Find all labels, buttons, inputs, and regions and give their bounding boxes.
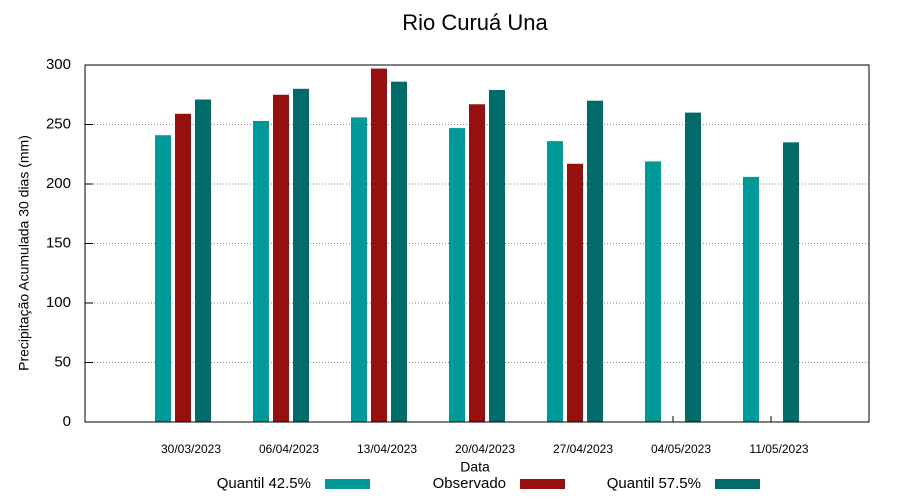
bar (155, 135, 171, 422)
x-tick-label: 30/03/2023 (161, 442, 221, 456)
bar (743, 176, 759, 422)
bar (273, 94, 289, 422)
bar (351, 117, 367, 423)
x-tick-label: 11/05/2023 (749, 442, 808, 456)
bar (469, 104, 485, 423)
bar (567, 163, 583, 422)
x-tick-label: 04/05/2023 (651, 442, 711, 456)
bar (293, 88, 309, 423)
y-tick-label: 300 (46, 56, 71, 73)
x-tick-label: 13/04/2023 (357, 442, 417, 456)
y-tick-label: 0 (63, 413, 71, 430)
bar (783, 142, 799, 422)
bar (685, 112, 701, 422)
plot-frame (84, 64, 870, 423)
x-tick-label: 27/04/2023 (553, 442, 613, 456)
x-axis-label: Data (460, 459, 490, 475)
bar (253, 120, 269, 423)
legend-swatch (715, 479, 760, 489)
bar (489, 89, 505, 423)
bar (547, 141, 563, 422)
legend-label: Quantil 42.5% (217, 475, 311, 492)
y-tick-label: 200 (46, 175, 71, 192)
legend-swatch (325, 479, 370, 489)
bar (645, 161, 661, 422)
x-tick-label: 06/04/2023 (259, 442, 319, 456)
bar (371, 68, 387, 422)
y-tick-label: 100 (46, 294, 71, 311)
legend-swatch (520, 479, 565, 489)
bar (195, 99, 211, 422)
y-axis-label: Precipitação Acumulada 30 dias (mm) (16, 135, 32, 371)
y-tick-label: 250 (46, 115, 71, 132)
bar (587, 100, 603, 422)
legend-label: Observado (433, 475, 506, 492)
y-tick-label: 50 (54, 353, 71, 370)
bar (391, 81, 407, 422)
bar (175, 113, 191, 422)
y-tick-label: 150 (46, 234, 71, 251)
legend-label: Quantil 57.5% (607, 475, 701, 492)
x-tick-label: 20/04/2023 (455, 442, 515, 456)
chart-title: Rio Curuá Una (402, 10, 548, 35)
bar (449, 128, 465, 422)
